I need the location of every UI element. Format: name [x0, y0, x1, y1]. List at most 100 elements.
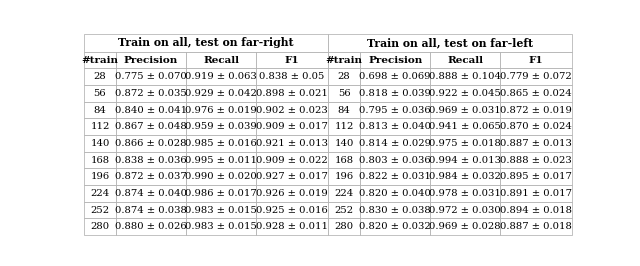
Bar [84, 202, 116, 218]
Bar [186, 102, 256, 118]
Bar [360, 102, 430, 118]
Text: 0.927 ± 0.017: 0.927 ± 0.017 [256, 172, 328, 181]
Bar [256, 52, 328, 68]
Bar [84, 185, 116, 202]
Text: 84: 84 [93, 106, 106, 115]
Text: 0.838 ± 0.036: 0.838 ± 0.036 [115, 156, 187, 165]
Text: 112: 112 [334, 122, 354, 131]
Bar [84, 85, 116, 102]
Text: 0.874 ± 0.038: 0.874 ± 0.038 [115, 206, 187, 215]
Text: 0.803 ± 0.036: 0.803 ± 0.036 [359, 156, 431, 165]
Bar [84, 118, 116, 135]
Text: 0.888 ± 0.104: 0.888 ± 0.104 [429, 72, 501, 81]
Bar [116, 168, 186, 185]
Text: 196: 196 [335, 172, 353, 181]
Bar [500, 118, 572, 135]
Text: 168: 168 [335, 156, 353, 165]
Text: 0.902 ± 0.023: 0.902 ± 0.023 [256, 106, 328, 115]
Bar [116, 102, 186, 118]
Text: 0.887 ± 0.013: 0.887 ± 0.013 [500, 139, 572, 148]
Bar [186, 202, 256, 218]
Bar [430, 68, 500, 85]
Bar [84, 34, 328, 52]
Bar [360, 168, 430, 185]
Bar [328, 85, 360, 102]
Text: 0.975 ± 0.018: 0.975 ± 0.018 [429, 139, 501, 148]
Bar [256, 185, 328, 202]
Bar [84, 102, 116, 118]
Bar [116, 135, 186, 152]
Bar [328, 102, 360, 118]
Text: 0.891 ± 0.017: 0.891 ± 0.017 [500, 189, 572, 198]
Text: 0.872 ± 0.035: 0.872 ± 0.035 [115, 89, 187, 98]
Bar [256, 168, 328, 185]
Bar [84, 52, 116, 68]
Bar [186, 85, 256, 102]
Bar [186, 218, 256, 235]
Bar [430, 152, 500, 168]
Text: 168: 168 [90, 156, 109, 165]
Bar [116, 185, 186, 202]
Bar [186, 168, 256, 185]
Bar [256, 85, 328, 102]
Bar [328, 68, 360, 85]
Text: 0.972 ± 0.030: 0.972 ± 0.030 [429, 206, 501, 215]
Text: 112: 112 [90, 122, 109, 131]
Bar [116, 85, 186, 102]
Bar [116, 202, 186, 218]
Text: 0.840 ± 0.041: 0.840 ± 0.041 [115, 106, 187, 115]
Bar [186, 68, 256, 85]
Text: 0.921 ± 0.013: 0.921 ± 0.013 [256, 139, 328, 148]
Bar [256, 218, 328, 235]
Text: Precision: Precision [124, 56, 178, 65]
Bar [500, 202, 572, 218]
Text: 0.866 ± 0.028: 0.866 ± 0.028 [115, 139, 187, 148]
Text: 0.959 ± 0.039: 0.959 ± 0.039 [186, 122, 257, 131]
Bar [84, 135, 116, 152]
Bar [430, 102, 500, 118]
Bar [116, 218, 186, 235]
Bar [186, 52, 256, 68]
Bar [328, 202, 360, 218]
Text: 0.909 ± 0.017: 0.909 ± 0.017 [256, 122, 328, 131]
Text: 56: 56 [93, 89, 106, 98]
Text: 0.969 ± 0.031: 0.969 ± 0.031 [429, 106, 501, 115]
Bar [186, 135, 256, 152]
Bar [360, 135, 430, 152]
Bar [430, 185, 500, 202]
Text: Train on all, test on far-right: Train on all, test on far-right [118, 37, 294, 48]
Text: 0.984 ± 0.032: 0.984 ± 0.032 [429, 172, 501, 181]
Text: 140: 140 [90, 139, 109, 148]
Text: 0.919 ± 0.063: 0.919 ± 0.063 [186, 72, 257, 81]
Text: 0.995 ± 0.011: 0.995 ± 0.011 [185, 156, 257, 165]
Text: 0.814 ± 0.029: 0.814 ± 0.029 [359, 139, 431, 148]
Text: 0.983 ± 0.015: 0.983 ± 0.015 [186, 206, 257, 215]
Text: 0.926 ± 0.019: 0.926 ± 0.019 [256, 189, 328, 198]
Bar [328, 135, 360, 152]
Bar [360, 202, 430, 218]
Bar [430, 202, 500, 218]
Text: 0.922 ± 0.045: 0.922 ± 0.045 [429, 89, 501, 98]
Bar [360, 68, 430, 85]
Text: 0.990 ± 0.020: 0.990 ± 0.020 [186, 172, 257, 181]
Bar [328, 218, 360, 235]
Text: 0.872 ± 0.019: 0.872 ± 0.019 [500, 106, 572, 115]
Bar [84, 168, 116, 185]
Bar [500, 152, 572, 168]
Text: 0.813 ± 0.040: 0.813 ± 0.040 [359, 122, 431, 131]
Text: 252: 252 [90, 206, 109, 215]
Text: 0.976 ± 0.019: 0.976 ± 0.019 [186, 106, 257, 115]
Text: 0.867 ± 0.048: 0.867 ± 0.048 [115, 122, 187, 131]
Bar [328, 152, 360, 168]
Text: 280: 280 [335, 222, 353, 231]
Text: Recall: Recall [447, 56, 483, 65]
Text: 0.929 ± 0.042: 0.929 ± 0.042 [186, 89, 257, 98]
Bar [500, 52, 572, 68]
Bar [500, 185, 572, 202]
Text: 0.880 ± 0.026: 0.880 ± 0.026 [115, 222, 187, 231]
Bar [328, 118, 360, 135]
Text: F1: F1 [285, 56, 300, 65]
Text: 28: 28 [338, 72, 350, 81]
Text: #train: #train [326, 56, 362, 65]
Text: 84: 84 [337, 106, 351, 115]
